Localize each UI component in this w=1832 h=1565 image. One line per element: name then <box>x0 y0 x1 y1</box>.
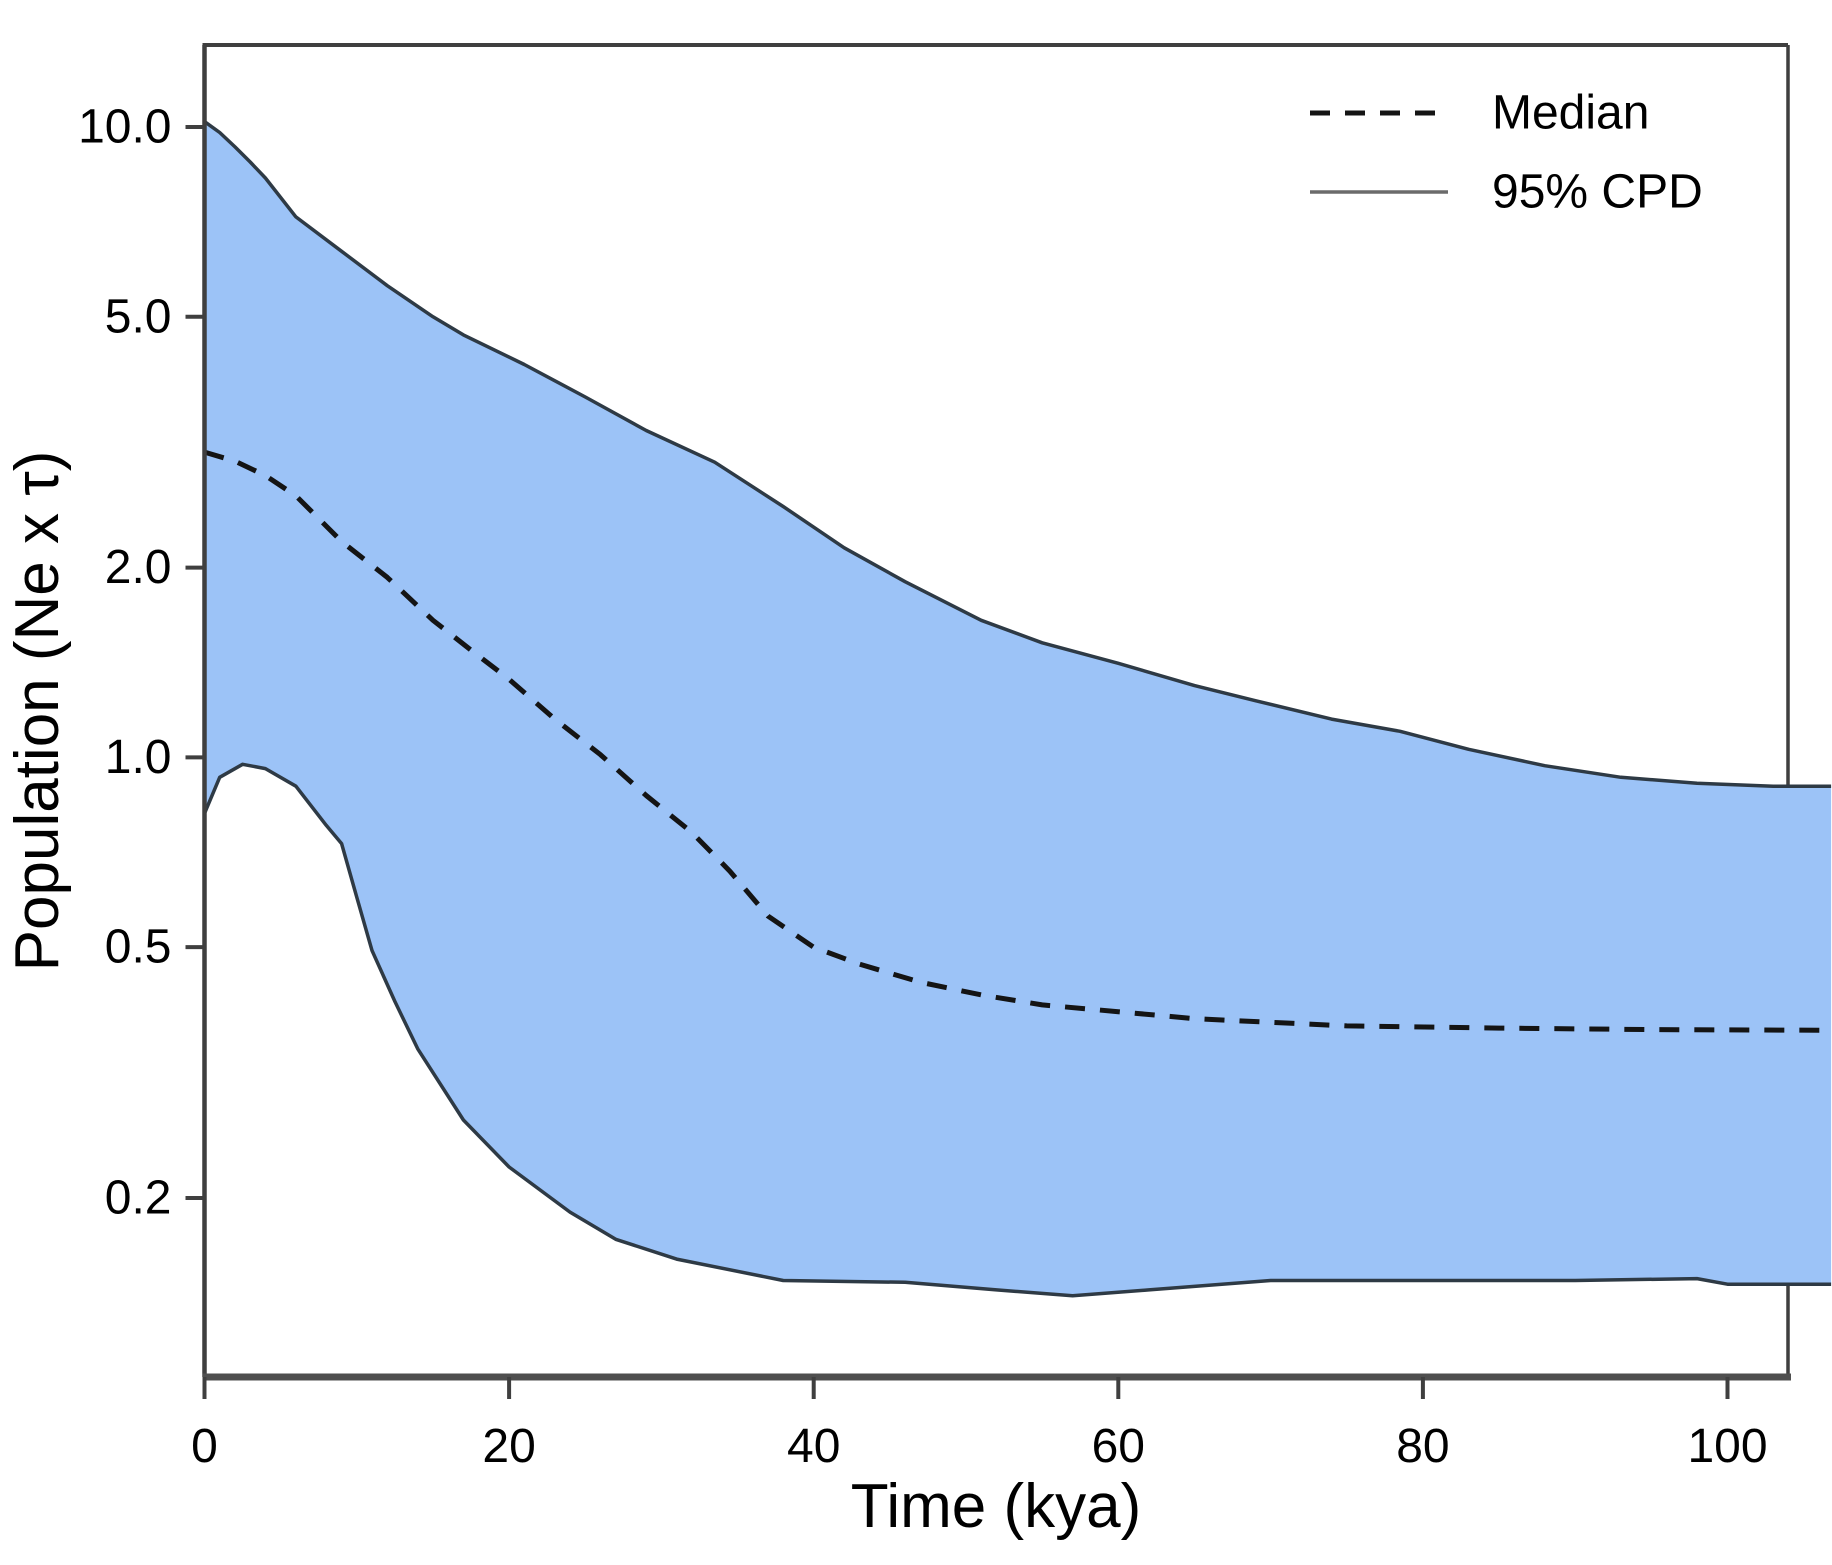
y-axis-title: Population (Ne x τ) <box>3 451 72 972</box>
cpd-lower-curve <box>202 762 1832 1298</box>
y-tick-label: 5.0 <box>105 290 172 343</box>
x-axis-title: Time (kya) <box>851 1472 1141 1541</box>
y-tick-label: 0.2 <box>105 1172 172 1225</box>
y-tick-label: 2.0 <box>105 541 172 594</box>
ticks-layer: 10.0 5.0 2.0 1.0 0.5 0.2 0 20 40 60 80 100 <box>78 101 1767 1474</box>
x-tick-label: 80 <box>1396 1420 1449 1473</box>
y-tick-label: 1.0 <box>105 731 172 784</box>
cpd-band-layer <box>204 121 1832 1296</box>
y-tick-label: 10.0 <box>78 101 171 154</box>
curves-layer <box>202 120 1832 1298</box>
x-tick-label: 100 <box>1687 1420 1767 1473</box>
y-tick-label: 0.5 <box>105 921 172 974</box>
axes-layer <box>202 43 1791 1381</box>
x-tick-label: 60 <box>1092 1420 1145 1473</box>
x-tick-label: 0 <box>191 1420 218 1473</box>
x-tick-label: 20 <box>482 1420 535 1473</box>
legend-median-label: Median <box>1492 87 1649 140</box>
cpd-upper-curve <box>203 120 1832 788</box>
cpd-band-fill <box>204 121 1832 1296</box>
legend-cpd-label: 95% CPD <box>1492 166 1703 219</box>
x-tick-label: 40 <box>787 1420 840 1473</box>
legend: Median 95% CPD <box>1310 87 1703 219</box>
median-curve <box>203 449 1832 1033</box>
